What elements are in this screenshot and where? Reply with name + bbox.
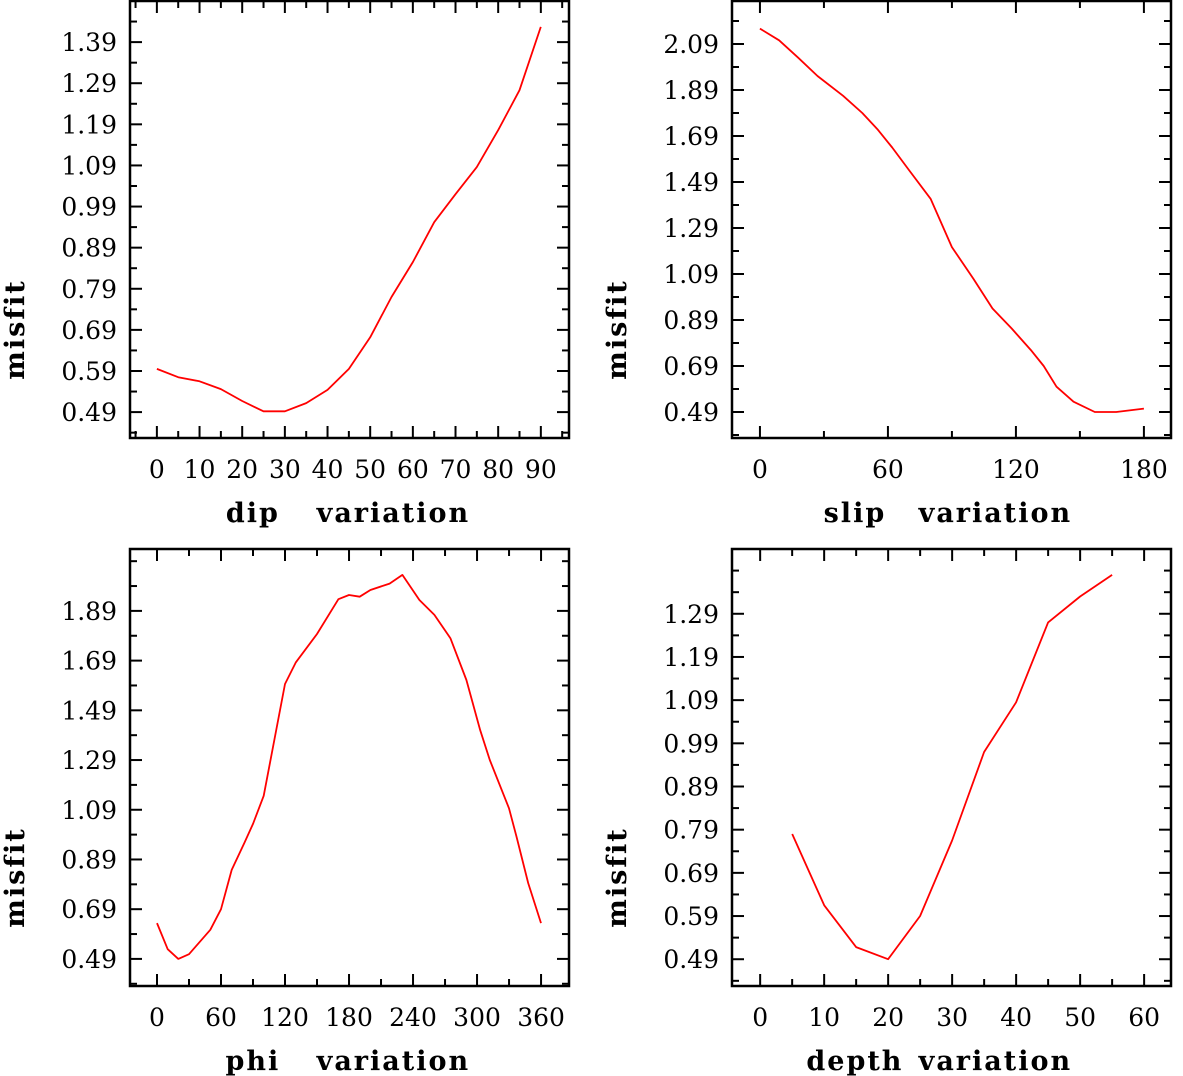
plot-frame [730, 0, 1173, 440]
x-tick-label: 0 [149, 455, 165, 484]
y-tick-label: 1.49 [61, 696, 117, 725]
series-line-depth [791, 574, 1113, 961]
chart-panel-depth: 0 10 20 30 40 50 60 0.49 0.59 0.69 0.79 0.89 0.99 1.0… [602, 547, 1173, 1076]
x-tick-label: 60 [872, 455, 904, 484]
x-tick-label: 240 [389, 1003, 437, 1032]
x-tick-label: 20 [872, 1003, 904, 1032]
x-axis-label-parameter: phi [226, 1046, 281, 1076]
y-tick-label: 1.89 [61, 597, 117, 626]
x-tick-label: 60 [397, 455, 429, 484]
y-tick-label: 0.69 [61, 895, 117, 924]
y-tick-label: 0.79 [61, 275, 117, 304]
y-tick-label: 0.69 [61, 316, 117, 345]
x-tick-label: 20 [226, 455, 258, 484]
series-line-slip [759, 27, 1145, 413]
y-tick-label: 1.09 [663, 260, 719, 289]
plot-frame [128, 0, 571, 440]
x-tick-label: 30 [269, 455, 301, 484]
y-tick-label: 0.59 [61, 357, 117, 386]
y-axis-label: misfit [0, 279, 31, 379]
y-tick-label: 0.89 [663, 306, 719, 335]
x-tick-label: 90 [525, 455, 557, 484]
y-tick-label: 1.49 [663, 168, 719, 197]
y-tick-label: 0.79 [663, 816, 719, 845]
x-tick-label: 50 [354, 455, 386, 484]
x-tick-label: 300 [453, 1003, 501, 1032]
y-tick-label: 1.29 [663, 214, 719, 243]
x-tick-label: 40 [312, 455, 344, 484]
x-axis-label-variation: variation [918, 1046, 1073, 1076]
y-tick-label: 2.09 [663, 30, 719, 59]
y-tick-label: 1.19 [663, 643, 719, 672]
x-tick-label: 60 [1128, 1003, 1160, 1032]
y-tick-label: 1.09 [61, 151, 117, 180]
y-tick-label: 1.29 [663, 600, 719, 629]
plot-frame [128, 547, 571, 988]
y-tick-label: 0.99 [61, 193, 117, 222]
y-tick-label: 1.29 [61, 69, 117, 98]
x-tick-label: 0 [752, 1003, 768, 1032]
y-tick-label: 0.49 [61, 398, 117, 427]
x-tick-label: 70 [440, 455, 472, 484]
y-tick-label: 0.49 [663, 398, 719, 427]
x-tick-label: 120 [992, 455, 1040, 484]
y-tick-label: 0.69 [663, 352, 719, 381]
y-axis-label: misfit [602, 279, 633, 379]
series-line-phi [156, 574, 542, 960]
x-axis-label-variation: variation [316, 1046, 471, 1076]
y-tick-label: 0.89 [663, 773, 719, 802]
x-tick-label: 180 [1120, 455, 1168, 484]
chart-panel-phi: 0 60 120 180 240 300 360 0.49 0.69 0.89 1.09 1.29 1.… [0, 547, 571, 1076]
y-tick-label: 0.49 [663, 945, 719, 974]
x-tick-label: 50 [1064, 1003, 1096, 1032]
y-tick-label: 0.49 [61, 945, 117, 974]
y-axis-label: misfit [602, 827, 633, 927]
y-tick-label: 0.59 [663, 902, 719, 931]
plot-frame [730, 547, 1173, 988]
x-tick-label: 360 [517, 1003, 565, 1032]
x-tick-label: 30 [936, 1003, 968, 1032]
y-tick-label: 1.19 [61, 110, 117, 139]
x-axis-label-variation: variation [316, 498, 471, 529]
chart-panel-slip: 0 60 120 180 0.49 0.69 0.89 1.09 1.29 1.49 1.69 1.8… [602, 0, 1173, 529]
y-tick-label: 0.69 [663, 859, 719, 888]
x-axis-label-variation: variation [918, 498, 1073, 529]
y-tick-label: 1.39 [61, 28, 117, 57]
y-tick-label: 0.89 [61, 845, 117, 874]
series-line-dip [156, 26, 542, 413]
x-tick-label: 10 [184, 455, 216, 484]
x-tick-label: 0 [149, 1003, 165, 1032]
x-tick-label: 40 [1000, 1003, 1032, 1032]
y-tick-label: 1.09 [61, 796, 117, 825]
y-tick-label: 1.09 [663, 686, 719, 715]
x-axis-label-parameter: depth [806, 1046, 903, 1076]
x-axis-label-parameter: slip [824, 498, 887, 529]
x-tick-label: 10 [808, 1003, 840, 1032]
chart-panel-dip: 0 10 20 30 40 50 60 70 80 90 0.49 0.59 0.69 0.79 0.89 0… [0, 0, 571, 529]
y-tick-label: 1.29 [61, 746, 117, 775]
x-axis-label-parameter: dip [226, 498, 280, 529]
y-axis-label: misfit [0, 827, 31, 927]
x-tick-label: 120 [261, 1003, 309, 1032]
x-tick-label: 60 [205, 1003, 237, 1032]
y-tick-label: 1.89 [663, 76, 719, 105]
y-tick-label: 1.69 [61, 647, 117, 676]
x-tick-label: 80 [482, 455, 514, 484]
x-tick-label: 180 [325, 1003, 373, 1032]
x-tick-label: 0 [752, 455, 768, 484]
y-tick-label: 0.99 [663, 729, 719, 758]
y-tick-label: 0.89 [61, 234, 117, 263]
y-tick-label: 1.69 [663, 122, 719, 151]
